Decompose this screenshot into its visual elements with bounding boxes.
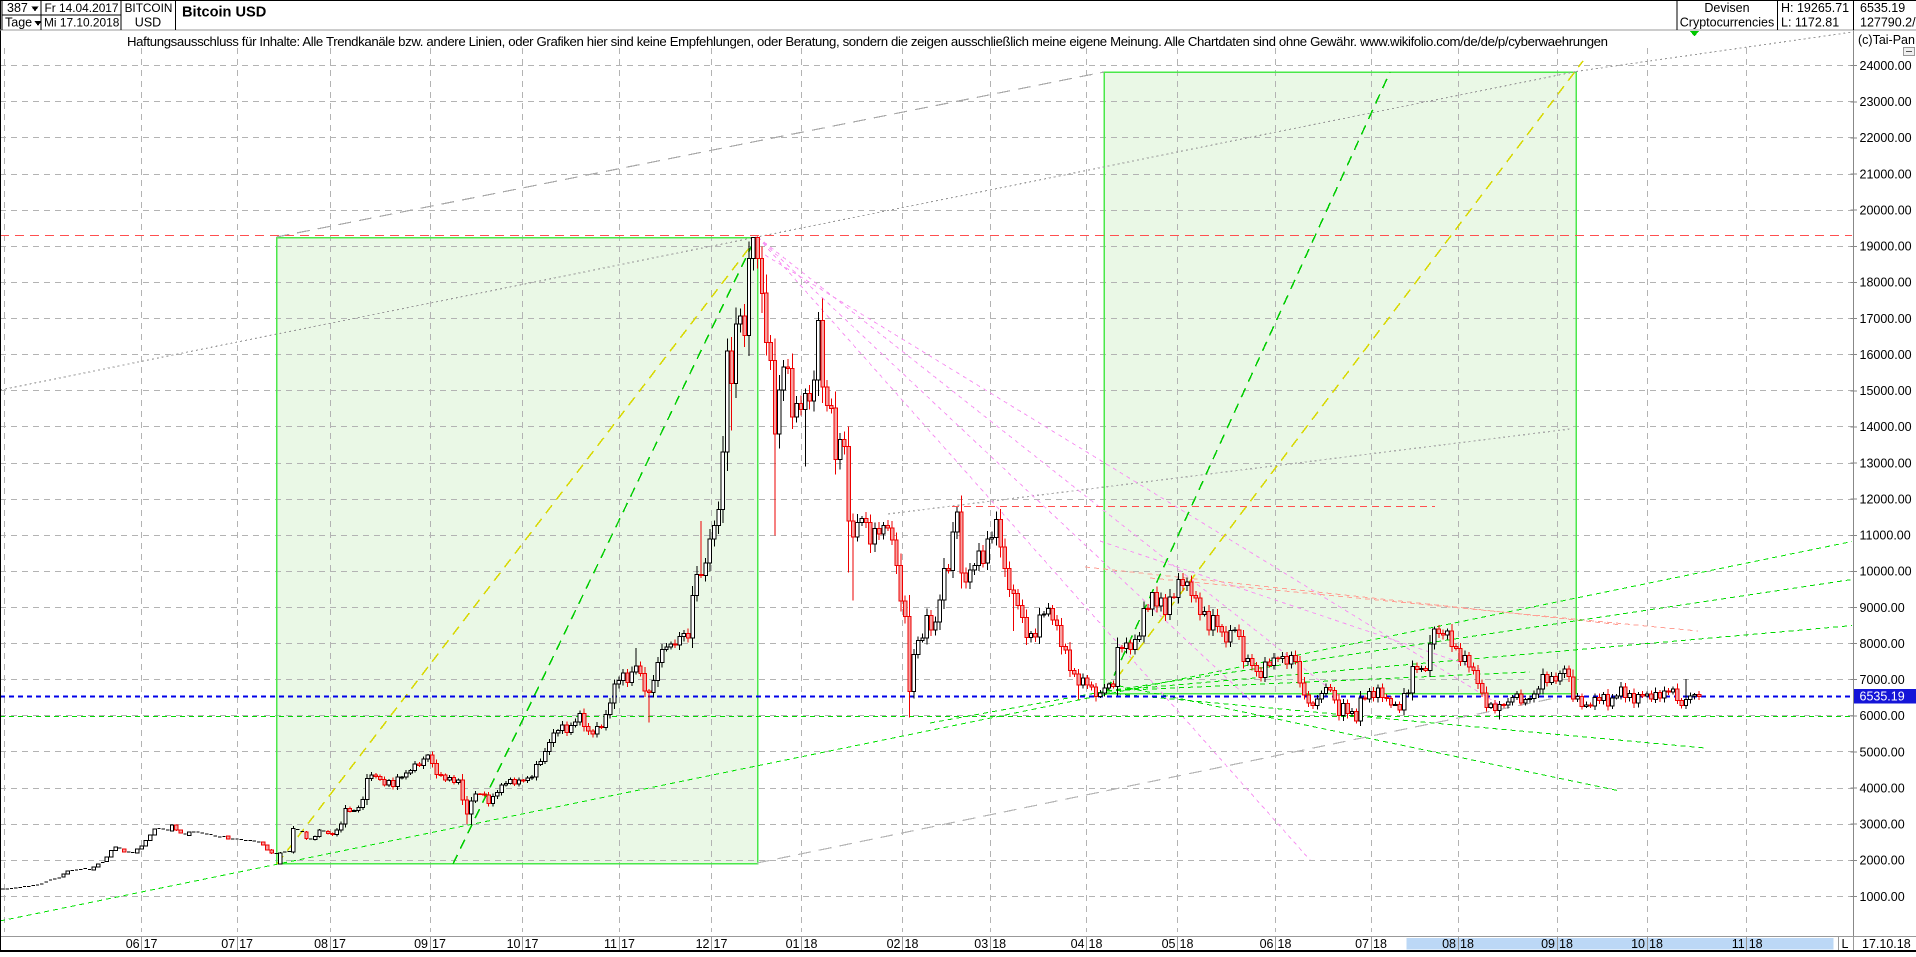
svg-text:19000.00: 19000.00: [1860, 240, 1912, 254]
svg-text:11: 11: [604, 937, 617, 951]
svg-text:11000.00: 11000.00: [1860, 529, 1911, 543]
svg-text:18: 18: [1649, 937, 1663, 951]
svg-text:H: 19265.71: H: 19265.71: [1781, 1, 1849, 15]
svg-text:6535.19: 6535.19: [1860, 690, 1905, 704]
svg-text:Haftungsausschluss für Inhalte: Haftungsausschluss für Inhalte: Alle Tre…: [127, 34, 1608, 49]
svg-text:6000.00: 6000.00: [1860, 709, 1905, 723]
svg-text:5000.00: 5000.00: [1860, 745, 1905, 759]
svg-text:18: 18: [1749, 937, 1763, 951]
svg-text:Bitcoin USD: Bitcoin USD: [182, 5, 266, 21]
svg-text:18: 18: [1278, 937, 1292, 951]
svg-text:12000.00: 12000.00: [1860, 492, 1912, 506]
svg-text:387: 387: [7, 1, 28, 15]
svg-text:08: 08: [314, 937, 328, 951]
svg-text:2000.00: 2000.00: [1860, 854, 1905, 868]
svg-text:17: 17: [332, 937, 346, 951]
svg-text:(c)Tai-Pan: (c)Tai-Pan: [1858, 33, 1915, 47]
svg-text:17.10.18: 17.10.18: [1862, 937, 1911, 951]
svg-text:20000.00: 20000.00: [1860, 204, 1912, 218]
svg-text:17: 17: [239, 937, 253, 951]
svg-text:127790.2/: 127790.2/: [1860, 16, 1916, 30]
svg-text:14000.00: 14000.00: [1860, 420, 1912, 434]
svg-text:Devisen: Devisen: [1704, 1, 1749, 15]
svg-text:15000.00: 15000.00: [1860, 384, 1912, 398]
svg-text:06: 06: [126, 937, 140, 951]
svg-text:USD: USD: [135, 16, 161, 30]
svg-text:9000.00: 9000.00: [1860, 601, 1905, 615]
svg-text:BITCOIN: BITCOIN: [125, 1, 173, 15]
svg-text:04: 04: [1071, 937, 1085, 951]
svg-text:06: 06: [1260, 937, 1274, 951]
svg-text:02: 02: [887, 937, 901, 951]
svg-text:18: 18: [992, 937, 1006, 951]
svg-text:03: 03: [974, 937, 988, 951]
svg-text:13000.00: 13000.00: [1860, 456, 1912, 470]
svg-text:07: 07: [1355, 937, 1369, 951]
svg-text:1000.00: 1000.00: [1860, 890, 1905, 904]
svg-text:18: 18: [1089, 937, 1103, 951]
svg-text:11: 11: [1732, 937, 1745, 951]
svg-text:L: L: [1842, 937, 1849, 951]
svg-text:18: 18: [804, 937, 818, 951]
svg-text:10000.00: 10000.00: [1860, 565, 1912, 579]
svg-text:4000.00: 4000.00: [1860, 781, 1905, 795]
svg-text:18: 18: [905, 937, 919, 951]
svg-text:8000.00: 8000.00: [1860, 637, 1905, 651]
svg-text:17: 17: [432, 937, 446, 951]
svg-text:22000.00: 22000.00: [1860, 131, 1912, 145]
svg-text:Fr 14.04.2017: Fr 14.04.2017: [45, 1, 119, 15]
svg-text:17: 17: [525, 937, 539, 951]
svg-text:18: 18: [1373, 937, 1387, 951]
svg-text:10: 10: [507, 937, 521, 951]
svg-text:18: 18: [1460, 937, 1474, 951]
svg-text:18: 18: [1180, 937, 1194, 951]
svg-text:16000.00: 16000.00: [1860, 348, 1912, 362]
svg-text:05: 05: [1162, 937, 1176, 951]
svg-text:24000.00: 24000.00: [1860, 59, 1912, 73]
svg-text:10: 10: [1631, 937, 1645, 951]
svg-text:23000.00: 23000.00: [1860, 95, 1912, 109]
svg-text:08: 08: [1442, 937, 1456, 951]
svg-text:09: 09: [414, 937, 428, 951]
svg-text:18000.00: 18000.00: [1860, 276, 1912, 290]
svg-text:17: 17: [621, 937, 635, 951]
svg-text:L: 1172.81: L: 1172.81: [1781, 16, 1839, 30]
svg-text:17000.00: 17000.00: [1860, 312, 1912, 326]
svg-text:01: 01: [786, 937, 800, 951]
svg-text:3000.00: 3000.00: [1860, 818, 1905, 832]
svg-text:21000.00: 21000.00: [1860, 167, 1912, 181]
svg-text:07: 07: [221, 937, 235, 951]
svg-text:09: 09: [1541, 937, 1555, 951]
svg-text:12: 12: [696, 937, 710, 951]
svg-text:17: 17: [714, 937, 728, 951]
svg-text:7000.00: 7000.00: [1860, 673, 1905, 687]
svg-text:Cryptocurrencies: Cryptocurrencies: [1680, 16, 1774, 30]
svg-text:6535.19: 6535.19: [1860, 1, 1905, 15]
svg-text:17: 17: [144, 937, 158, 951]
svg-text:Tage: Tage: [5, 16, 32, 30]
svg-text:Mi 17.10.2018: Mi 17.10.2018: [44, 16, 120, 30]
svg-text:18: 18: [1559, 937, 1573, 951]
